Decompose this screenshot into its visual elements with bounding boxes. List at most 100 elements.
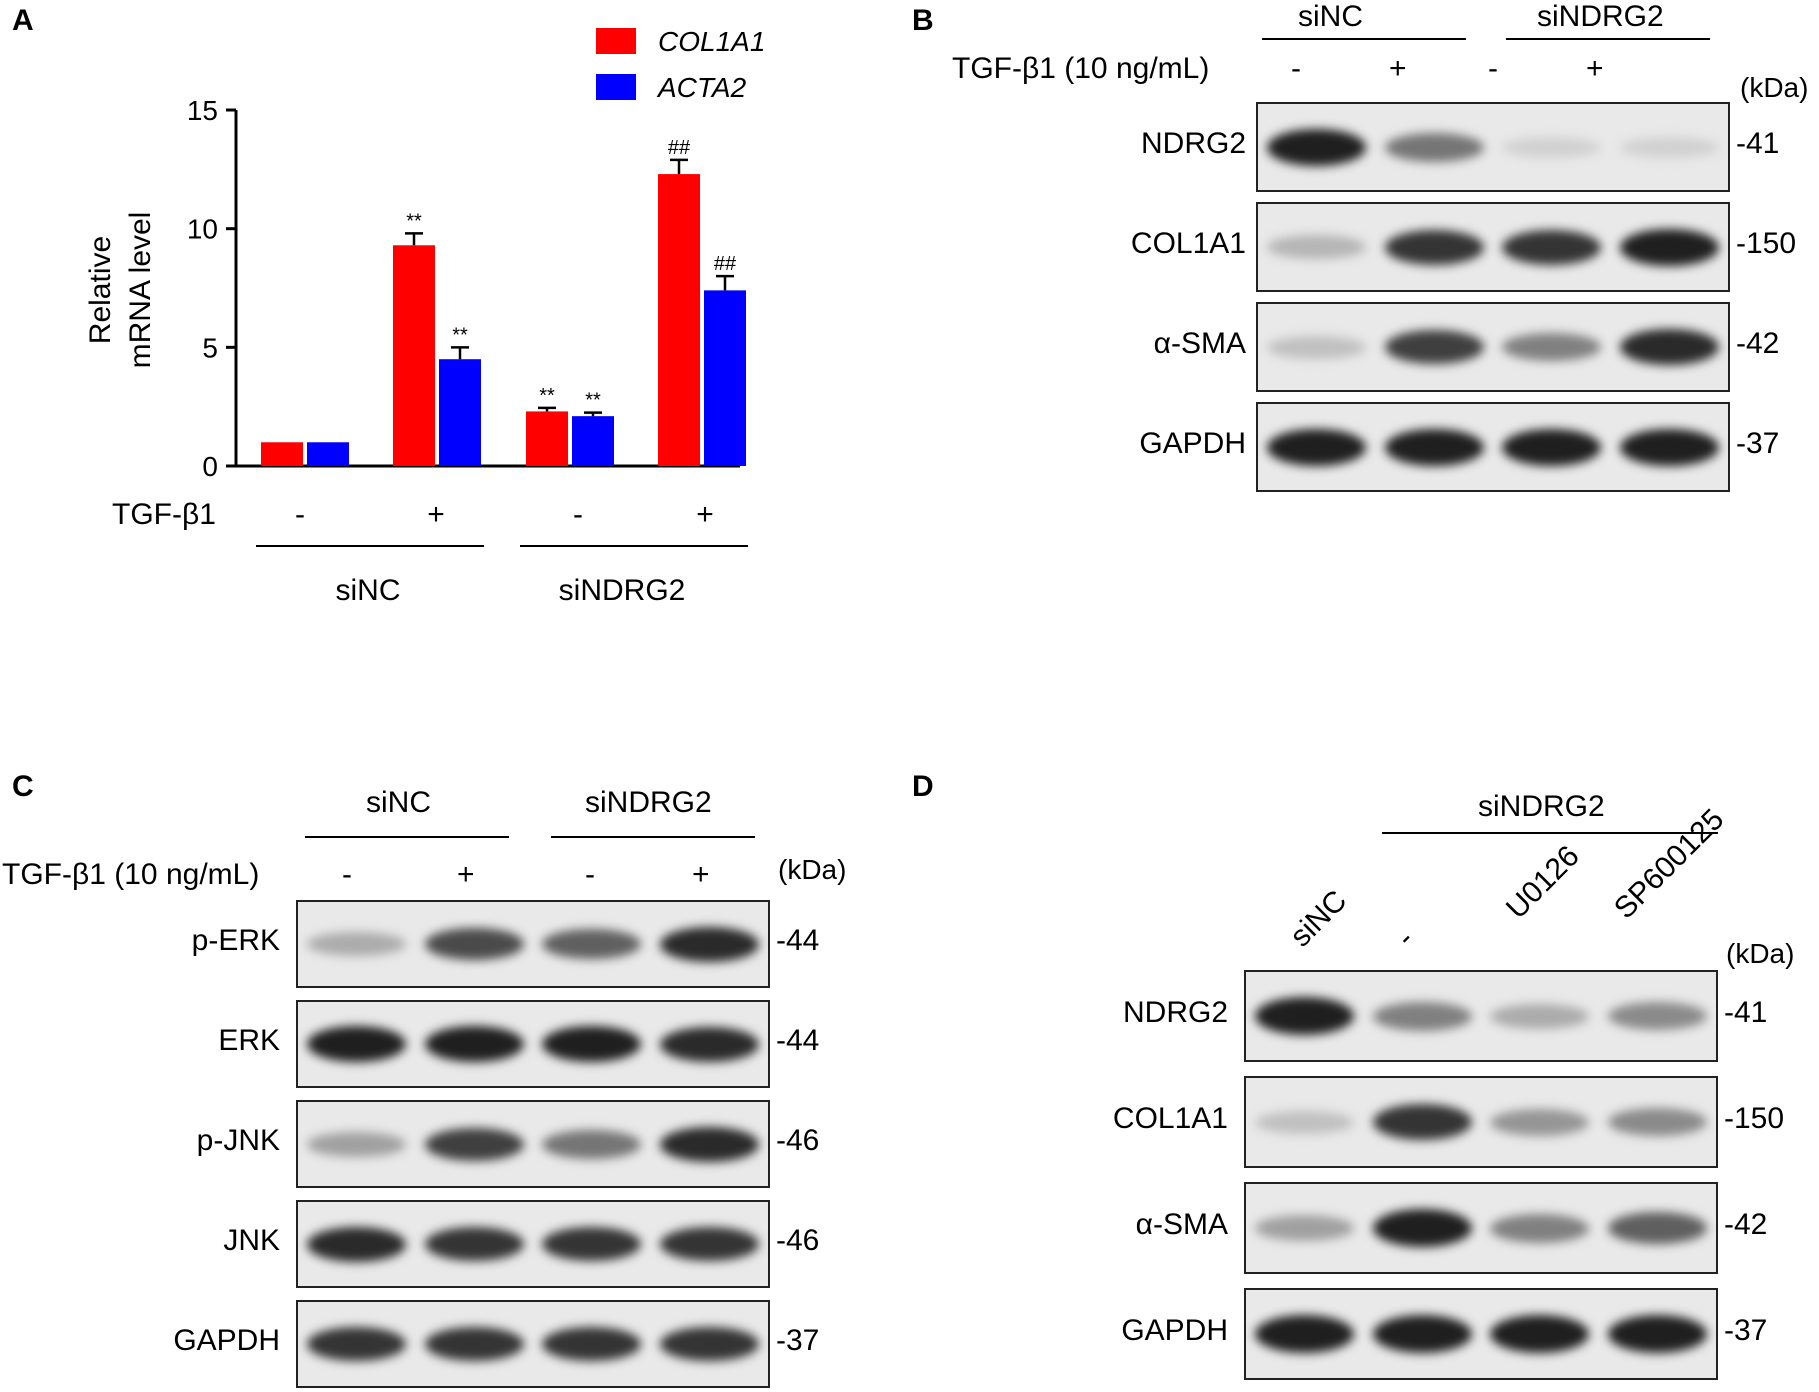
treatment-mark: + bbox=[1586, 52, 1604, 85]
bar bbox=[307, 442, 349, 466]
protein-label: GAPDH bbox=[1121, 1314, 1228, 1347]
protein-band bbox=[307, 1227, 406, 1262]
significance-mark: ## bbox=[668, 137, 691, 159]
protein-band bbox=[542, 929, 641, 959]
protein-band bbox=[307, 932, 406, 956]
protein-band bbox=[1490, 1109, 1589, 1136]
bar bbox=[526, 411, 568, 466]
legend-label: COL1A1 bbox=[658, 26, 765, 57]
kda-marker: -44 bbox=[776, 924, 820, 957]
treatment-mark: - bbox=[573, 498, 583, 531]
protein-band bbox=[425, 1026, 524, 1062]
group-label: siNC bbox=[336, 574, 401, 607]
treatment-mark: - bbox=[295, 498, 305, 531]
protein-band bbox=[1373, 1209, 1472, 1247]
protein-band bbox=[425, 928, 524, 960]
protein-band bbox=[660, 1327, 759, 1361]
protein-band bbox=[1490, 1004, 1589, 1029]
y-tick-label: 15 bbox=[187, 95, 218, 126]
blot-strip bbox=[1256, 302, 1730, 392]
significance-mark: ** bbox=[585, 390, 601, 412]
protein-band bbox=[307, 1327, 406, 1361]
protein-band bbox=[1502, 429, 1601, 466]
protein-label: COL1A1 bbox=[1130, 227, 1246, 260]
protein-band bbox=[1502, 333, 1601, 361]
protein-band bbox=[1267, 129, 1366, 166]
protein-band bbox=[660, 1227, 759, 1261]
blot-strip bbox=[1256, 102, 1730, 192]
protein-band bbox=[1620, 229, 1719, 266]
group-label-sindrg2: siNDRG2 bbox=[1478, 790, 1605, 823]
protein-band bbox=[660, 1127, 759, 1162]
y-tick-label: 0 bbox=[202, 451, 218, 482]
panel-letter-b: B bbox=[912, 4, 934, 37]
protein-band bbox=[1608, 1212, 1707, 1244]
group-underline-sindrg2 bbox=[1382, 832, 1718, 834]
group-underline-sinc bbox=[1262, 38, 1466, 40]
protein-band bbox=[1502, 137, 1601, 158]
protein-label: COL1A1 bbox=[1112, 1102, 1228, 1135]
protein-band bbox=[1620, 137, 1719, 158]
protein-label: JNK bbox=[223, 1224, 280, 1257]
blot-strip bbox=[1244, 1182, 1718, 1274]
lane-label: SP600125 bbox=[1607, 802, 1731, 926]
treatment-mark: - bbox=[585, 858, 595, 891]
bar bbox=[572, 416, 614, 466]
protein-band bbox=[1373, 1315, 1472, 1353]
group-underline-sindrg2 bbox=[551, 836, 755, 838]
protein-band bbox=[1608, 1002, 1707, 1030]
protein-band bbox=[307, 1132, 406, 1157]
kda-unit-label: (kDa) bbox=[778, 854, 847, 885]
lane-label: U0126 bbox=[1499, 839, 1586, 926]
treatment-label: TGF-β1 (10 ng/mL) bbox=[952, 52, 1210, 85]
panel-letter-c: C bbox=[12, 770, 34, 803]
protein-band bbox=[1267, 336, 1366, 359]
group-label-sinc: siNC bbox=[366, 786, 431, 819]
panel-letter-d: D bbox=[912, 770, 934, 803]
kda-marker: -150 bbox=[1736, 227, 1797, 260]
kda-marker: -37 bbox=[1736, 427, 1780, 460]
lane-label: siNC bbox=[1283, 883, 1354, 954]
protein-label: NDRG2 bbox=[1122, 996, 1228, 1029]
significance-mark: ## bbox=[714, 253, 737, 275]
blot-strip bbox=[296, 1100, 770, 1188]
kda-marker: -37 bbox=[776, 1324, 820, 1357]
treatment-mark: + bbox=[427, 498, 445, 531]
kda-marker: -41 bbox=[1736, 127, 1780, 160]
western-blot-b: siNC siNDRG2 TGF-β1 (10 ng/mL) - + - + (kDa… bbox=[940, 0, 1819, 520]
treatment-mark: + bbox=[457, 858, 475, 891]
protein-band bbox=[1267, 429, 1366, 466]
protein-band bbox=[1385, 133, 1484, 162]
blot-strip bbox=[296, 1300, 770, 1388]
blot-strip bbox=[1256, 202, 1730, 292]
group-label-sindrg2: siNDRG2 bbox=[585, 786, 712, 819]
treatment-mark: + bbox=[1389, 52, 1407, 85]
protein-band bbox=[1385, 429, 1484, 466]
western-blot-c: siNC siNDRG2 TGF-β1 (10 ng/mL) - + - + (kDa… bbox=[0, 770, 900, 1392]
protein-label: α-SMA bbox=[1153, 327, 1246, 360]
blot-strip bbox=[296, 1200, 770, 1288]
protein-band bbox=[542, 1130, 641, 1159]
protein-label: NDRG2 bbox=[1140, 127, 1246, 160]
protein-label: ERK bbox=[218, 1024, 280, 1057]
kda-marker: -150 bbox=[1724, 1102, 1785, 1135]
protein-band bbox=[1255, 1315, 1354, 1353]
protein-band bbox=[425, 1128, 524, 1161]
legend-swatch bbox=[596, 28, 636, 54]
bar bbox=[658, 174, 700, 466]
treatment-mark: - bbox=[1488, 52, 1498, 85]
kda-unit-label: (kDa) bbox=[1740, 72, 1809, 103]
group-label-sindrg2: siNDRG2 bbox=[1537, 0, 1664, 33]
treatment-mark: + bbox=[696, 498, 714, 531]
bar bbox=[704, 290, 746, 466]
significance-mark: ** bbox=[539, 385, 555, 407]
protein-label: GAPDH bbox=[173, 1324, 280, 1357]
kda-marker: -46 bbox=[776, 1124, 820, 1157]
protein-band bbox=[1373, 1002, 1472, 1031]
protein-band bbox=[1267, 235, 1366, 259]
protein-label: GAPDH bbox=[1139, 427, 1246, 460]
blot-strip bbox=[296, 900, 770, 988]
protein-band bbox=[660, 1027, 759, 1062]
protein-band bbox=[1608, 1108, 1707, 1136]
group-label: siNDRG2 bbox=[559, 574, 686, 607]
